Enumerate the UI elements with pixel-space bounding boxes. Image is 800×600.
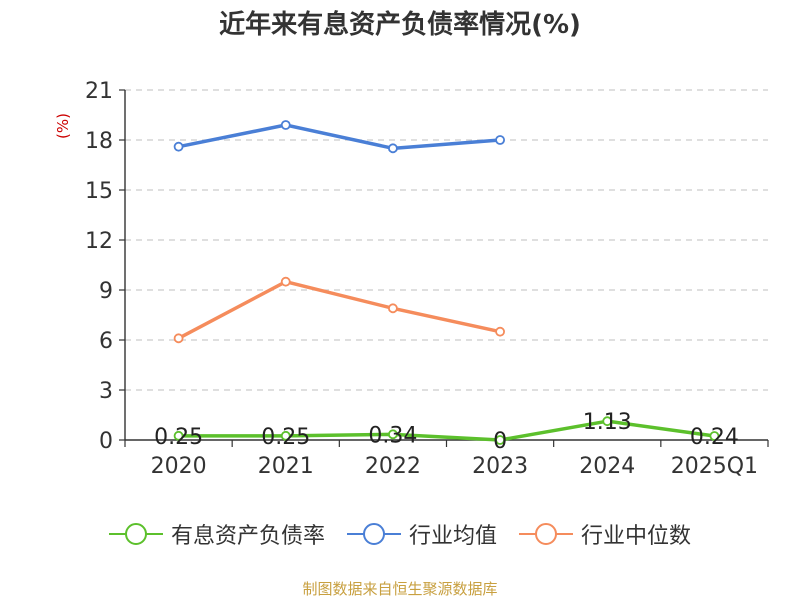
x-tick-label: 2021 xyxy=(258,454,314,479)
x-tick-label: 2025Q1 xyxy=(671,454,758,479)
data-point xyxy=(495,435,505,445)
data-label: 0.25 xyxy=(154,425,203,450)
data-point xyxy=(173,430,184,441)
x-tick-label: 2023 xyxy=(472,454,528,479)
data-label: 0 xyxy=(493,429,507,454)
series-line xyxy=(178,419,715,442)
series-line xyxy=(178,123,501,151)
data-point xyxy=(173,333,184,344)
legend-swatch-icon xyxy=(346,523,401,545)
data-point xyxy=(388,303,398,314)
y-tick-label: 12 xyxy=(85,229,113,254)
data-point xyxy=(602,416,613,427)
y-tick-label: 15 xyxy=(85,179,113,204)
series-line xyxy=(177,279,501,340)
y-tick-label: 9 xyxy=(99,279,113,304)
x-tick-label: 2020 xyxy=(151,454,207,479)
data-point xyxy=(495,135,505,145)
data-point xyxy=(280,430,291,441)
data-label: 0.34 xyxy=(368,423,417,448)
data-point xyxy=(495,326,505,337)
grid-lines xyxy=(125,89,768,391)
x-tick-label: 2022 xyxy=(365,454,421,479)
legend-item[interactable]: 有息资产负债率 xyxy=(108,518,325,550)
data-point xyxy=(388,143,398,154)
y-tick-label: 0 xyxy=(99,429,113,454)
data-point xyxy=(173,141,184,152)
axes: 0 3 6 9 12 15 18 21 2020 2021 2022 2023 2024 2025Q1 xyxy=(85,79,769,479)
data-label: 0.25 xyxy=(261,425,310,450)
y-tick-label: 6 xyxy=(99,329,113,354)
data-point xyxy=(280,276,291,287)
data-point xyxy=(709,431,720,441)
legend-label: 行业均值 xyxy=(408,524,497,549)
y-axis-label: (%) xyxy=(54,113,72,139)
data-point xyxy=(388,429,398,440)
data-point xyxy=(280,120,291,130)
data-label: 0.24 xyxy=(690,425,739,450)
legend: 有息资产负债率 行业均值 行业中位数 xyxy=(0,518,800,550)
legend-item[interactable]: 行业中位数 xyxy=(519,518,691,550)
y-tick-label: 3 xyxy=(99,379,113,404)
series-lines xyxy=(173,120,720,445)
y-tick-label: 21 xyxy=(85,79,113,104)
legend-swatch-icon xyxy=(519,523,573,545)
legend-label: 行业中位数 xyxy=(581,524,692,549)
chart-title: 近年来有息资产负债率情况(%) xyxy=(219,10,581,40)
data-label: 1.13 xyxy=(583,410,632,435)
x-tick-label: 2024 xyxy=(579,454,635,479)
data-labels: 0.25 0.25 0.34 0 1.13 0.24 xyxy=(154,410,739,454)
source-note: 制图数据来自恒生聚源数据库 xyxy=(302,580,498,598)
legend-swatch-icon xyxy=(108,523,163,545)
legend-label: 有息资产负债率 xyxy=(170,524,325,549)
y-tick-label: 18 xyxy=(85,129,113,154)
legend-item[interactable]: 行业均值 xyxy=(346,518,497,550)
